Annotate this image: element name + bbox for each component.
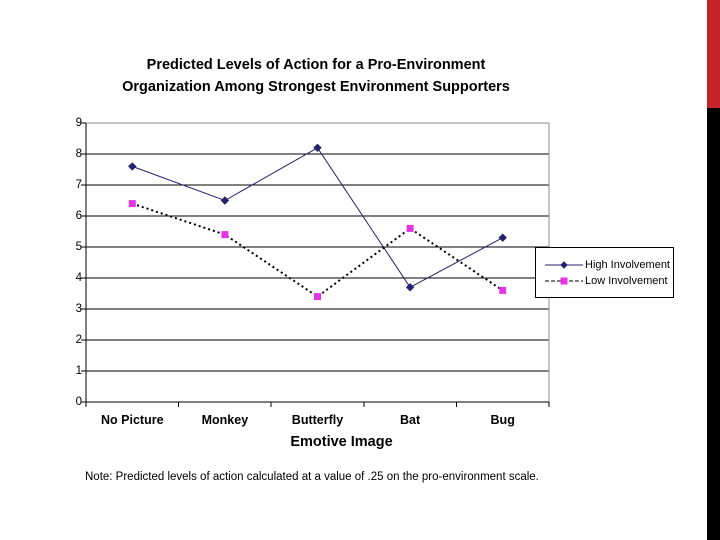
y-tick-label: 9	[75, 117, 82, 129]
x-category-label: Monkey	[201, 413, 249, 427]
legend-marker-sample	[545, 277, 583, 284]
x-category-label: Bug	[490, 413, 515, 427]
x-category-label: Bat	[400, 413, 421, 427]
data-point-marker	[314, 293, 321, 301]
x-axis-title: Emotive Image	[290, 434, 393, 450]
y-tick-label: 1	[75, 365, 82, 377]
series-line-1	[131, 202, 504, 298]
data-point-marker	[499, 286, 507, 294]
x-category-label: Butterfly	[291, 413, 344, 427]
y-tick-label: 7	[75, 179, 82, 191]
chart-title-line2: Organization Among Strongest Environment…	[122, 79, 510, 95]
data-point-marker	[313, 143, 322, 152]
legend: High Involvement Low Involvement	[535, 247, 674, 298]
y-tick-label: 4	[75, 272, 82, 284]
chart-title-line1: Predicted Levels of Action for a Pro-Env…	[146, 57, 486, 73]
y-tick-label: 8	[75, 148, 82, 160]
series-line-0	[132, 147, 503, 288]
legend-item: High Involvement	[545, 257, 673, 273]
data-point-marker	[221, 231, 229, 239]
footnote: Note: Predicted levels of action calcula…	[85, 471, 539, 483]
y-tick-label: 3	[75, 303, 82, 315]
chart-title: Predicted Levels of Action for a Pro-Env…	[0, 54, 632, 98]
data-point-marker	[220, 196, 230, 205]
data-point-marker	[498, 233, 507, 242]
y-tick-label: 2	[75, 334, 82, 346]
slide-accent-bar-black	[707, 108, 720, 540]
x-category-label: No Picture	[101, 413, 164, 427]
slide-accent-bar-red	[707, 0, 720, 108]
y-tick-label: 6	[75, 210, 82, 222]
data-point-marker	[128, 200, 136, 208]
legend-marker-sample	[545, 260, 583, 269]
y-tick-label: 5	[75, 241, 82, 253]
data-point-marker	[128, 162, 137, 171]
y-tick-label: 0	[75, 396, 82, 408]
data-point-marker	[405, 283, 415, 292]
data-point-marker	[406, 224, 414, 232]
legend-item-label: High Involvement	[585, 258, 670, 271]
legend-item: Low Involvement	[545, 273, 673, 289]
legend-item-label: Low Involvement	[585, 274, 668, 287]
